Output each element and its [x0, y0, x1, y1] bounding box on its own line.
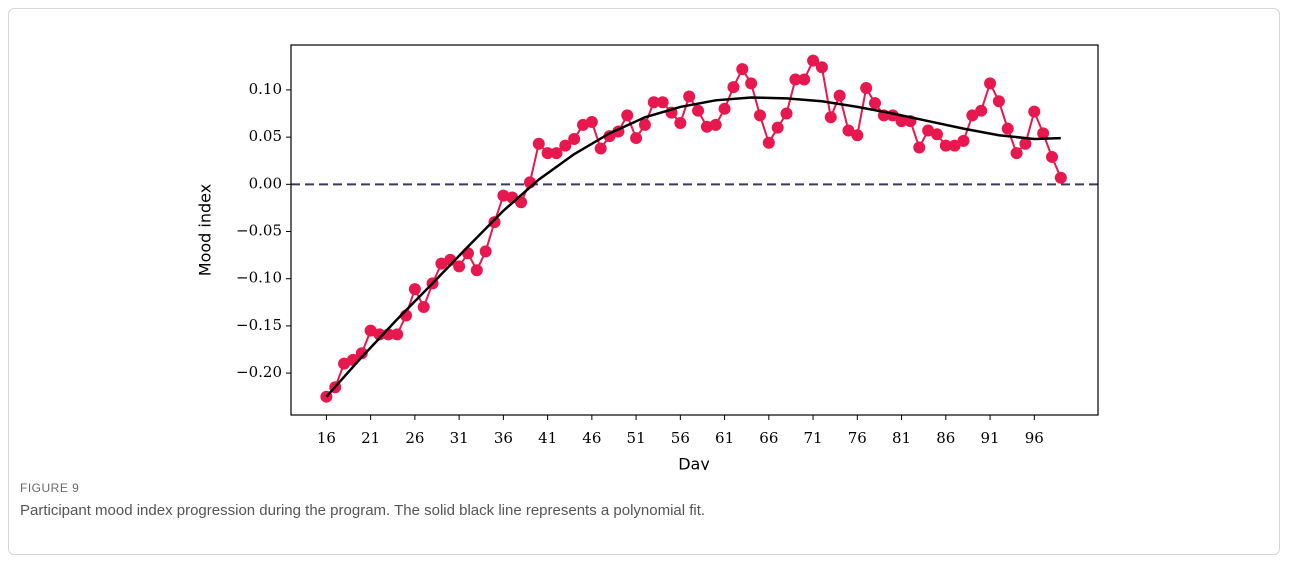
data-point — [355, 347, 368, 360]
x-tick-label: 96 — [1025, 429, 1044, 447]
data-point — [417, 301, 430, 314]
data-point — [780, 107, 793, 120]
data-point — [869, 97, 882, 110]
x-tick-label: 51 — [627, 429, 646, 447]
y-axis-label: Mood index — [196, 184, 215, 276]
x-tick-label: 41 — [538, 429, 557, 447]
data-point — [789, 73, 802, 86]
data-point — [745, 77, 758, 90]
data-point — [736, 63, 749, 76]
data-point — [1010, 147, 1023, 160]
data-point — [718, 102, 731, 115]
data-point — [975, 104, 988, 117]
data-point — [408, 283, 421, 296]
y-tick-label: 0.10 — [249, 80, 282, 98]
x-tick-label: 31 — [450, 429, 469, 447]
data-point — [1054, 171, 1067, 184]
data-point — [1028, 105, 1041, 118]
data-point — [1045, 150, 1058, 163]
data-point — [860, 82, 873, 95]
x-tick-label: 26 — [405, 429, 424, 447]
data-point — [656, 96, 669, 109]
data-point — [771, 121, 784, 134]
data-point — [1001, 122, 1014, 135]
x-tick-label: 81 — [892, 429, 911, 447]
y-tick-label: −0.20 — [236, 363, 282, 381]
data-point — [470, 264, 483, 277]
data-point — [957, 134, 970, 147]
data-point — [851, 129, 864, 142]
y-tick-label: −0.05 — [236, 222, 282, 240]
data-point — [647, 96, 660, 109]
figure-caption: Participant mood index progression durin… — [20, 502, 706, 519]
data-point — [966, 109, 979, 122]
x-tick-label: 36 — [494, 429, 513, 447]
data-point — [541, 147, 554, 160]
data-point — [550, 147, 563, 160]
figure-label: FIGURE 9 — [20, 481, 80, 495]
data-point — [683, 90, 696, 103]
y-tick-label: 0.05 — [249, 127, 282, 145]
figure-frame — [8, 8, 1280, 555]
data-point — [621, 109, 634, 122]
fit-line — [325, 96, 1061, 398]
x-tick-label: 86 — [936, 429, 955, 447]
data-point — [630, 132, 643, 145]
data-point — [532, 137, 545, 150]
data-point — [948, 139, 961, 152]
x-axis-label: Day — [678, 455, 710, 471]
data-point — [1037, 127, 1050, 140]
x-tick-label: 66 — [759, 429, 778, 447]
chart: Day Mood index 16 21 26 31 36 41 46 51 56 61 66 71 7… — [196, 44, 1099, 471]
data-point — [692, 104, 705, 117]
data-point — [753, 109, 766, 122]
data-point — [833, 89, 846, 102]
data-point — [568, 133, 581, 146]
data-point — [762, 136, 775, 149]
data-point — [638, 118, 651, 131]
data-point — [479, 245, 492, 258]
y-tick-label: −0.15 — [236, 316, 282, 334]
x-tick-label: 46 — [582, 429, 601, 447]
data-point — [373, 328, 386, 341]
data-point — [488, 216, 501, 229]
data-point — [594, 142, 607, 155]
plot-frame — [290, 44, 1099, 416]
data-point — [842, 124, 855, 137]
data-point — [709, 118, 722, 131]
data-point — [798, 73, 811, 86]
y-tick-label: −0.10 — [236, 269, 282, 287]
x-tick-label: 61 — [715, 429, 734, 447]
data-point — [824, 111, 837, 124]
data-point — [585, 116, 598, 129]
data-point — [461, 247, 474, 260]
data-point — [674, 116, 687, 129]
data-point — [807, 54, 820, 67]
data-point — [815, 61, 828, 74]
y-tick-label: 0.00 — [249, 174, 282, 192]
data-point — [913, 141, 926, 154]
x-tick-label: 21 — [361, 429, 380, 447]
data-point — [1019, 137, 1032, 150]
data-point — [895, 115, 908, 128]
data-point — [727, 81, 740, 94]
data-point — [992, 95, 1005, 108]
x-tick-label: 91 — [980, 429, 999, 447]
x-tick-label: 76 — [848, 429, 867, 447]
data-point — [939, 139, 952, 152]
data-point — [559, 139, 572, 152]
data-point — [391, 328, 404, 341]
x-tick-label: 16 — [317, 429, 336, 447]
data-point — [984, 77, 997, 90]
data-point — [930, 128, 943, 141]
x-tick-label: 71 — [804, 429, 823, 447]
data-point — [453, 260, 466, 273]
x-tick-label: 56 — [671, 429, 690, 447]
